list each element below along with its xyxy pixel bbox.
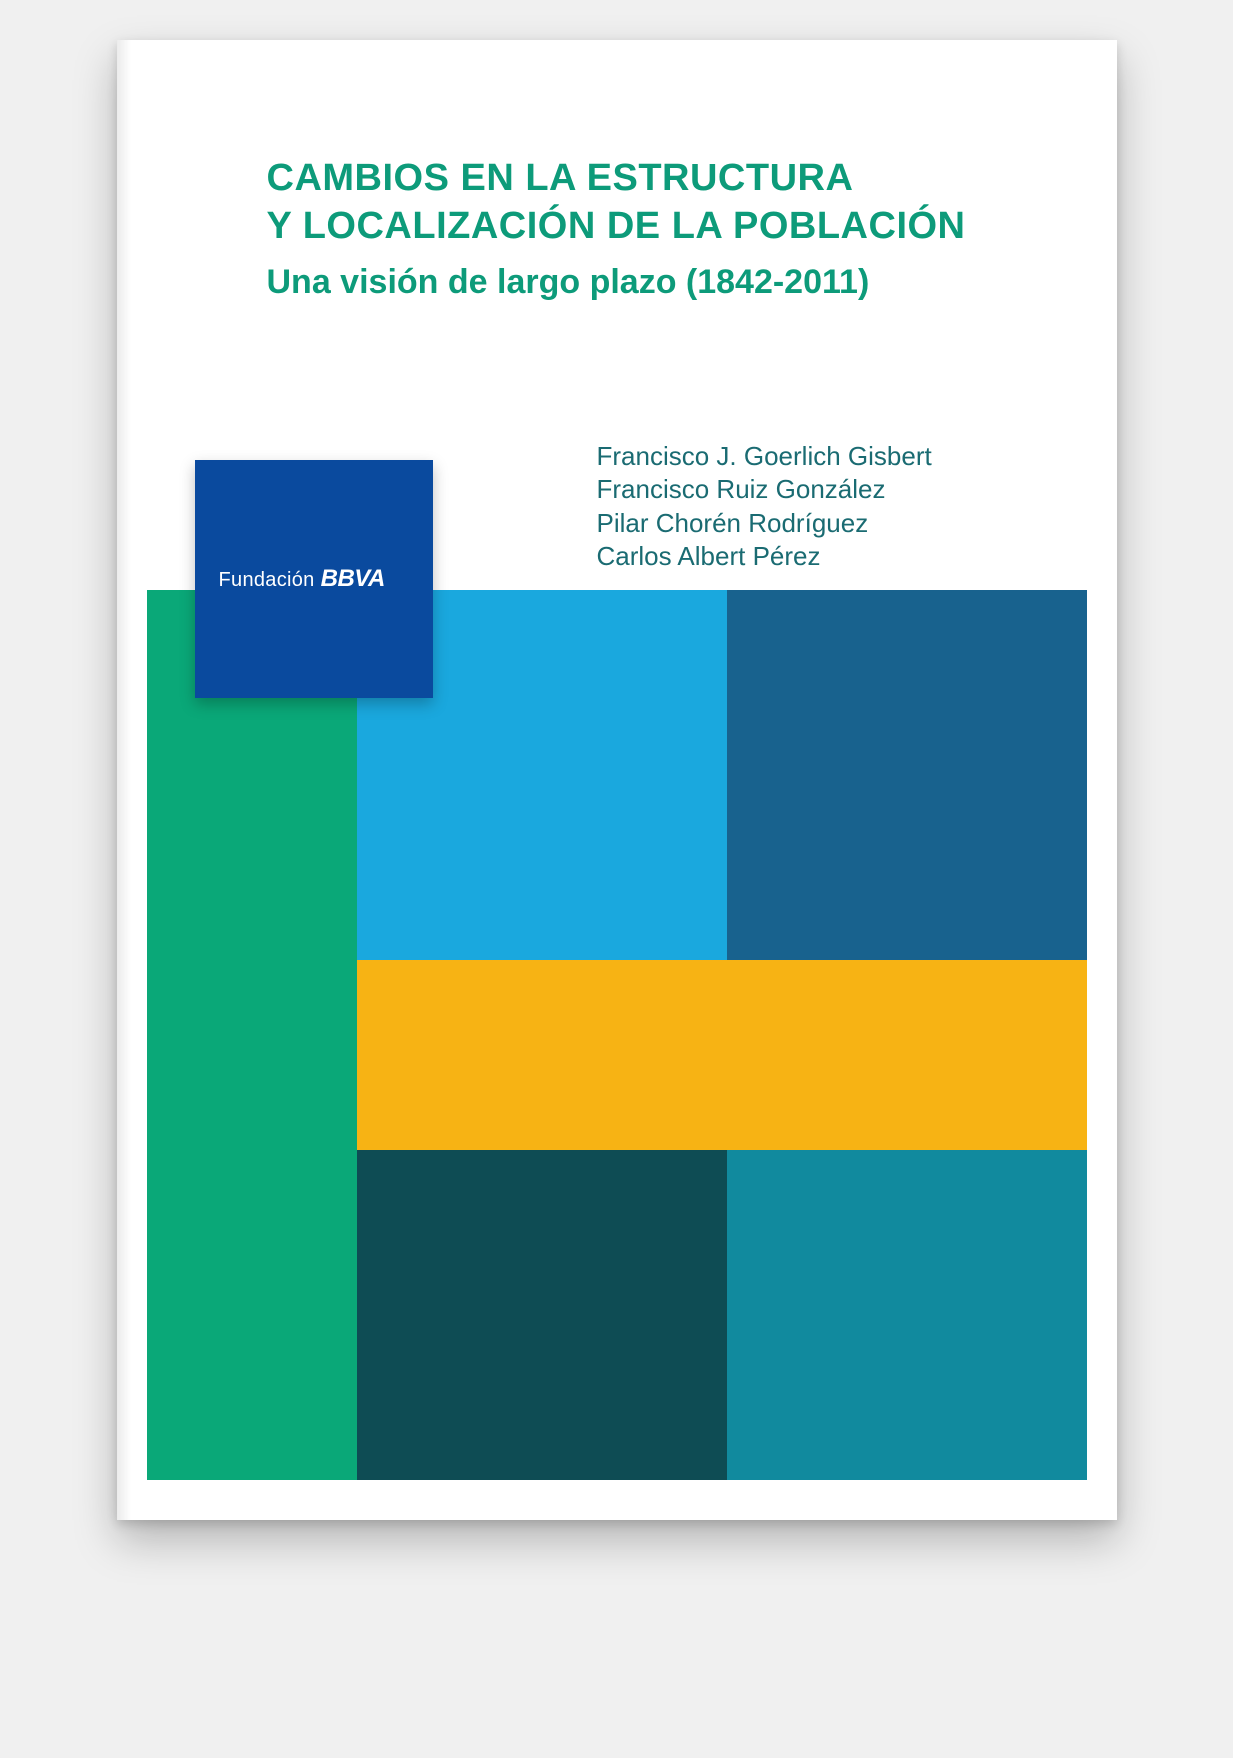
grid-cell <box>357 1150 727 1480</box>
grid-cell <box>147 1150 357 1480</box>
grid-row-2 <box>147 960 1087 1150</box>
grid-row-3 <box>147 1150 1087 1480</box>
publisher-logo-badge: Fundación BBVA <box>195 460 433 698</box>
author-name: Francisco J. Goerlich Gisbert <box>597 440 932 473</box>
grid-cell <box>727 590 1087 960</box>
grid-cell <box>357 960 1087 1150</box>
subtitle: Una visión de largo plazo (1842-2011) <box>267 260 1057 306</box>
logo-prefix: Fundación <box>219 569 315 592</box>
author-name: Pilar Chorén Rodríguez <box>597 507 932 540</box>
author-name: Carlos Albert Pérez <box>597 540 932 573</box>
color-grid <box>147 590 1087 1480</box>
author-name: Francisco Ruiz González <box>597 473 932 506</box>
title-line2: Y LOCALIZACIÓN DE LA POBLACIÓN <box>267 203 1057 251</box>
title-line1: CAMBIOS EN LA ESTRUCTURA <box>267 155 1057 203</box>
authors-block: Francisco J. Goerlich Gisbert Francisco … <box>597 440 932 573</box>
grid-cell <box>147 960 357 1150</box>
publisher-logo-text: Fundación BBVA <box>219 565 385 593</box>
title-block: CAMBIOS EN LA ESTRUCTURA Y LOCALIZACIÓN … <box>267 155 1057 306</box>
grid-cell <box>727 1150 1087 1480</box>
book-cover: CAMBIOS EN LA ESTRUCTURA Y LOCALIZACIÓN … <box>117 40 1117 1520</box>
spine-shadow <box>117 40 131 1520</box>
logo-brand: BBVA <box>321 565 385 593</box>
